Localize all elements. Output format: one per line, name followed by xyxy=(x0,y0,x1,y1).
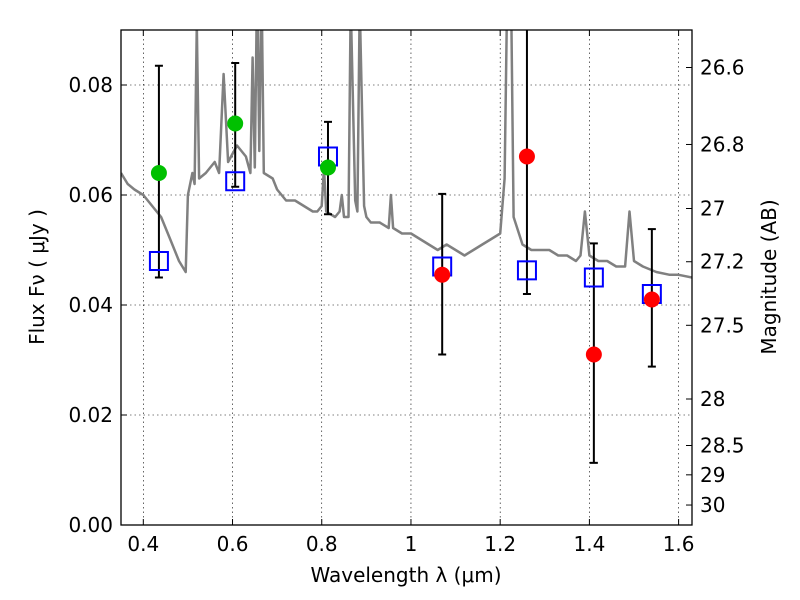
right-tick-label: 26.8 xyxy=(700,132,745,156)
grid xyxy=(121,30,692,526)
right-tick-label: 28 xyxy=(700,387,725,411)
observed-point-red xyxy=(585,346,602,363)
observed-point-green xyxy=(150,165,167,181)
right-tick-label: 28.5 xyxy=(700,433,745,457)
x-tick-label: 1.4 xyxy=(573,532,605,556)
plot-frame xyxy=(120,29,693,526)
right-tick-label: 27.2 xyxy=(700,250,745,274)
model-photometry-square xyxy=(583,267,604,288)
model-photometry-square xyxy=(148,251,169,271)
observed-point-red xyxy=(518,148,535,165)
observed-point-red xyxy=(643,291,660,308)
x-tick-label: 1 xyxy=(405,532,418,556)
right-axis-label: Magnitude (AB) xyxy=(757,199,781,354)
right-tick-label: 27.5 xyxy=(700,313,745,337)
right-tick-label: 26.6 xyxy=(700,56,745,80)
y-axis-label: Flux Fν ( μJy ) xyxy=(25,209,49,345)
axes: 0.4 0.6 0.8 1 1.2 1.4 1.6 0.00 0.02 0.04 0.06 0.08 2… xyxy=(68,30,745,556)
observed-point-red xyxy=(434,266,451,283)
spectrum-line xyxy=(121,30,692,279)
y-tick-label: 0.08 xyxy=(68,73,113,97)
observed-point-green xyxy=(319,159,336,176)
model-photometry-square xyxy=(516,260,537,281)
y-tick-label: 0.04 xyxy=(68,293,113,317)
x-tick-label: 0.8 xyxy=(306,532,338,556)
x-axis-label: Wavelength λ (μm) xyxy=(310,563,501,587)
y-tick-label: 0.02 xyxy=(68,403,113,427)
right-tick-label: 30 xyxy=(700,493,725,517)
right-tick-label: 29 xyxy=(700,463,725,487)
observed-point-green xyxy=(227,115,244,132)
y-tick-label: 0.00 xyxy=(68,513,113,537)
markers xyxy=(148,30,662,464)
x-tick-label: 1.2 xyxy=(484,532,516,556)
plot-area xyxy=(121,30,692,279)
x-tick-label: 0.6 xyxy=(217,532,249,556)
model-photometry-square xyxy=(225,171,246,192)
x-tick-label: 0.4 xyxy=(127,532,159,556)
right-tick-label: 27 xyxy=(700,196,725,220)
x-tick-label: 1.6 xyxy=(663,532,695,556)
y-tick-label: 0.06 xyxy=(68,183,113,207)
